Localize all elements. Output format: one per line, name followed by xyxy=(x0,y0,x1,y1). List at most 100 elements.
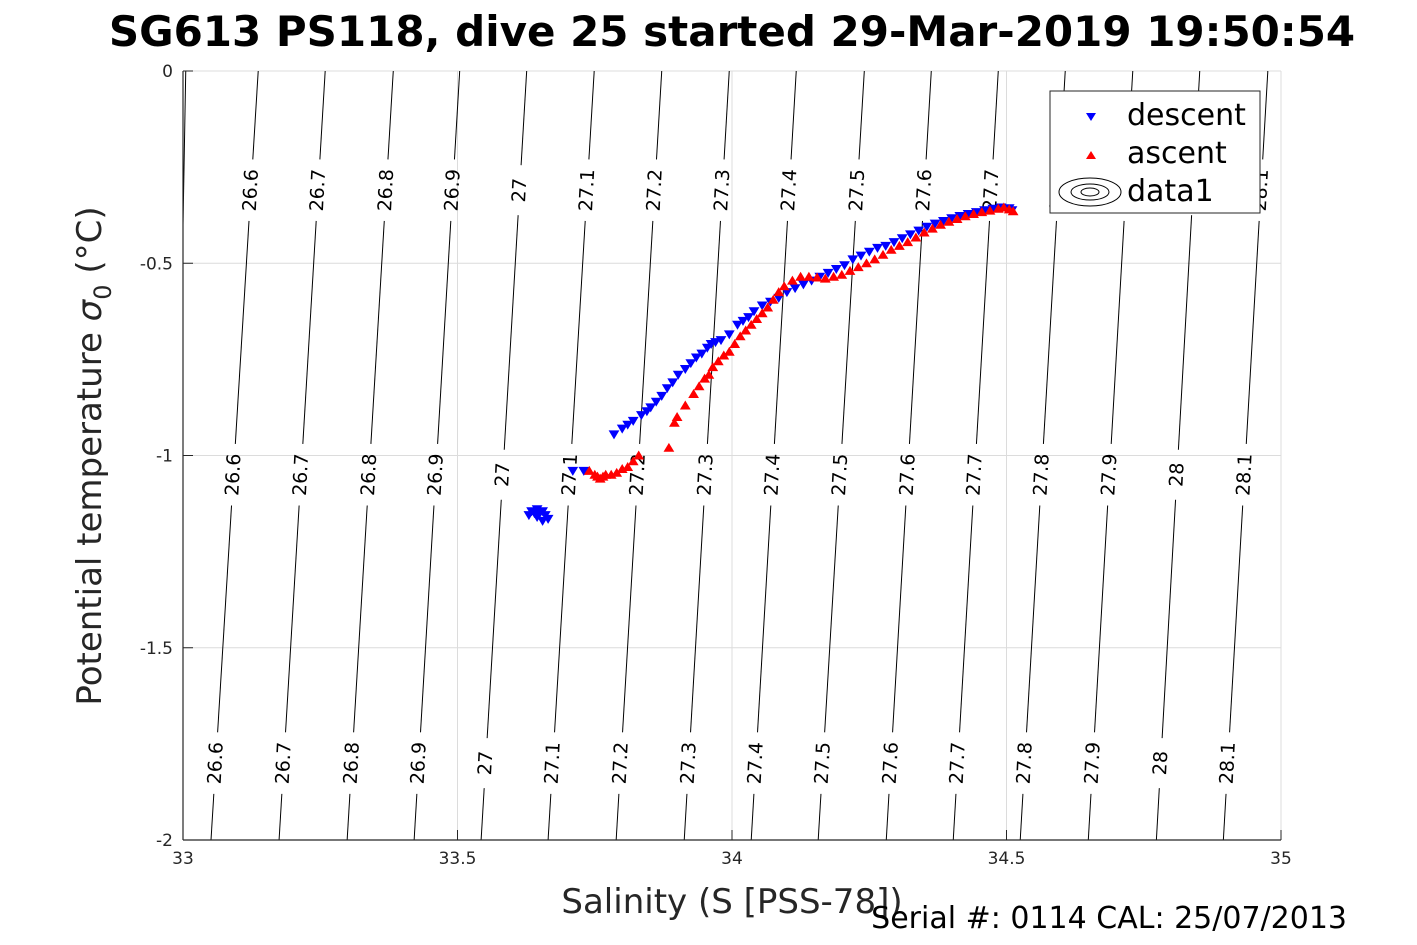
contour-line xyxy=(639,220,654,444)
ascent-point xyxy=(803,271,815,281)
descent-point xyxy=(661,384,673,394)
contour-label: 26.6 xyxy=(239,168,263,211)
contour-line xyxy=(547,793,552,840)
contour-line xyxy=(706,220,721,444)
ascent-point xyxy=(869,254,881,264)
contour-line xyxy=(302,220,317,444)
ascent-point xyxy=(902,237,914,247)
ascent-point xyxy=(910,232,922,242)
contour-label: 26.9 xyxy=(441,168,465,211)
descent-point xyxy=(863,247,875,257)
contour-27.1: 27.1 27.1 27.1 xyxy=(541,71,599,840)
x-tick-label: 33 xyxy=(172,849,194,869)
ascent-point xyxy=(877,249,889,259)
contour-line xyxy=(1155,788,1160,840)
descent-point xyxy=(578,466,590,476)
contour-line xyxy=(690,505,705,733)
descent-point xyxy=(542,514,554,524)
contour-line xyxy=(952,793,957,840)
contour-line xyxy=(234,220,250,444)
y-axis-label-unit: (°C) xyxy=(70,206,110,284)
ascent-point xyxy=(795,271,806,281)
contour-27.3: 27.3 27.3 27.3 xyxy=(677,71,734,840)
contour-label: 26.7 xyxy=(289,453,313,496)
contour-label: 27.9 xyxy=(1097,453,1121,496)
ascent-point xyxy=(1007,206,1019,216)
contour-label: 28.1 xyxy=(1216,741,1240,784)
contour-label: 27.5 xyxy=(811,741,835,784)
ascent-point xyxy=(984,205,996,215)
y-tick-label: -2 xyxy=(156,831,173,851)
ascent-point xyxy=(976,207,988,217)
x-axis-label: Salinity (S [PSS-78]) xyxy=(561,882,902,922)
grid-lines xyxy=(183,70,1282,840)
contour-line xyxy=(1042,220,1057,444)
ascent-point xyxy=(729,339,741,348)
descent-point xyxy=(650,397,662,407)
ascent-point xyxy=(669,417,680,427)
ascent-point xyxy=(844,265,856,275)
contour-line xyxy=(1262,71,1269,160)
contour-line xyxy=(285,505,300,733)
contour-line xyxy=(975,220,990,444)
legend-item-descent: descent xyxy=(1086,98,1246,133)
contour-line xyxy=(420,505,435,733)
ascent-point xyxy=(935,219,946,229)
contour-line xyxy=(683,793,688,840)
contour-26.8: 26.8 26.8 26.8 xyxy=(340,71,398,840)
contour-line xyxy=(1110,220,1125,444)
ascent-point xyxy=(583,465,595,475)
contour-line xyxy=(210,793,215,840)
contour-line xyxy=(217,505,233,733)
legend-item-ascent: ascent xyxy=(1086,136,1227,171)
contour-label: 27.6 xyxy=(879,741,903,784)
contour-line xyxy=(1026,505,1041,733)
contour-line xyxy=(1087,793,1092,840)
y-axis-label-main: Potential temperature xyxy=(70,321,110,705)
descent-point xyxy=(732,320,743,330)
descent-point xyxy=(798,280,809,290)
descent-point xyxy=(896,234,908,244)
contour-27.4: 27.4 27.4 27.4 xyxy=(744,71,801,840)
ascent-point xyxy=(762,302,774,312)
descent-point xyxy=(929,219,941,229)
contour-line xyxy=(925,71,932,160)
ascent-point xyxy=(679,400,691,410)
ascent-marker-icon xyxy=(1086,151,1096,159)
descent-point xyxy=(839,261,850,271)
ascent-point xyxy=(828,271,839,281)
x-axis-ticks: 33 33.5 34 34.5 35 xyxy=(172,830,1292,869)
descent-point xyxy=(696,349,708,359)
ascent-point xyxy=(787,275,798,285)
contour-line xyxy=(892,505,907,733)
descent-point xyxy=(830,265,842,274)
ascent-point xyxy=(671,412,683,421)
contour-line xyxy=(1245,220,1260,444)
descent-point xyxy=(715,336,727,346)
contour-label: 27 xyxy=(474,750,497,775)
series-ascent xyxy=(583,202,1019,483)
contour-line xyxy=(1094,505,1109,733)
x-tick-label: 35 xyxy=(1270,849,1292,869)
y-axis-label-subscript: 0 xyxy=(89,284,117,299)
descent-point xyxy=(567,466,579,476)
contour-line xyxy=(992,71,999,160)
descent-point xyxy=(690,353,702,363)
chart-title: SG613 PS118, dive 25 started 29-Mar-2019… xyxy=(109,7,1355,56)
ascent-point xyxy=(943,216,955,226)
descent-point xyxy=(523,511,535,521)
contour-label: 27.1 xyxy=(575,168,599,211)
contour-label: 26.9 xyxy=(407,741,431,784)
descent-point xyxy=(855,251,867,261)
contour-label: 27.2 xyxy=(626,453,650,496)
contour-label: 27.1 xyxy=(558,453,582,496)
contour-line xyxy=(387,71,394,160)
ascent-point xyxy=(745,319,757,329)
legend-label-data1: data1 xyxy=(1127,174,1214,209)
contour-line xyxy=(824,505,839,733)
ascent-point xyxy=(740,325,752,335)
ascent-point xyxy=(778,281,790,291)
contour-label: 27.2 xyxy=(609,741,633,784)
ascent-point xyxy=(703,369,715,379)
ascent-point xyxy=(927,223,938,233)
